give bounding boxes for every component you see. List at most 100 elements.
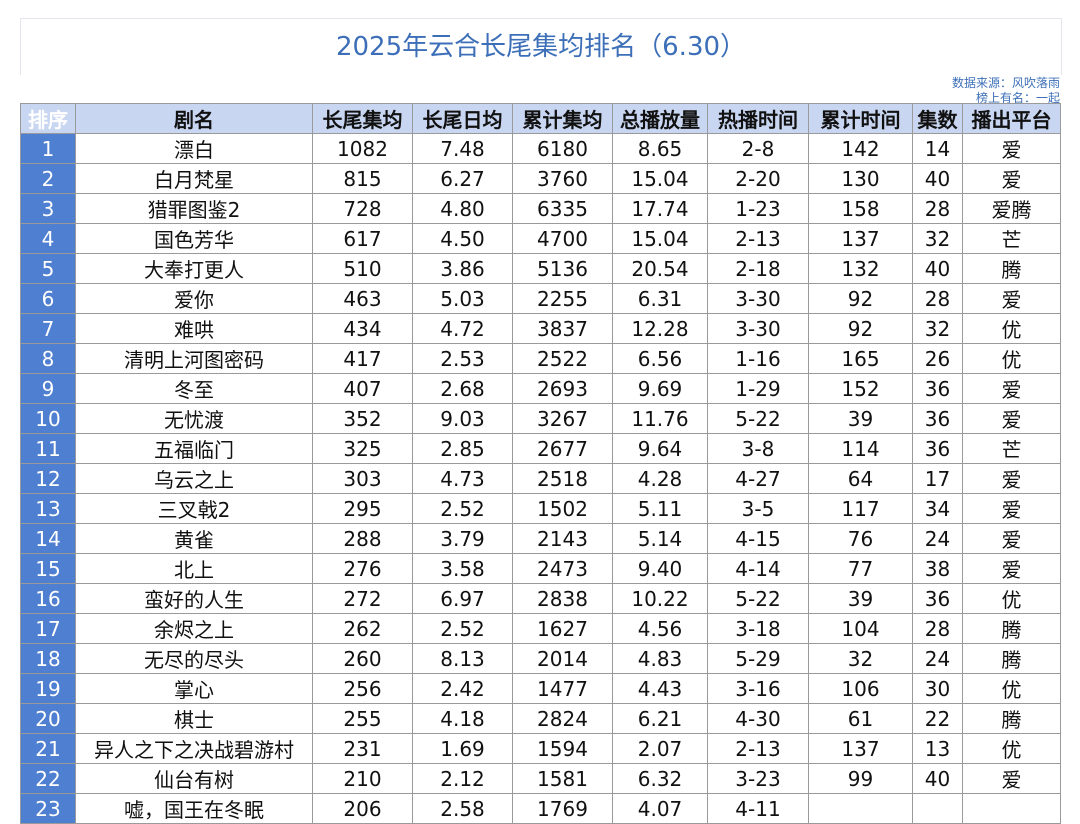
- row: 19 掌心 256 2.42 1477 4.43 3-16 106 30 优: [20, 673, 1061, 704]
- cell: 9.40: [612, 553, 708, 584]
- row: 2 白月梵星 815 6.27 3760 15.04 2-20 130 40 爱: [20, 163, 1061, 194]
- header-cell: 排序: [20, 103, 76, 134]
- cell: 165: [808, 343, 913, 374]
- cell: 嘘，国王在冬眠: [75, 793, 313, 824]
- cell: 5-22: [707, 403, 809, 434]
- cell: 爱腾: [962, 193, 1061, 224]
- cell: 1-29: [707, 373, 809, 404]
- cell: 130: [808, 163, 913, 194]
- cell: 256: [312, 673, 413, 704]
- cell: 3837: [512, 313, 613, 344]
- empty-cell: [962, 793, 1061, 824]
- cell: 4-14: [707, 553, 809, 584]
- cell: 158: [808, 193, 913, 224]
- cell: 2677: [512, 433, 613, 464]
- cell: 3-23: [707, 763, 809, 794]
- cell: 4.56: [612, 613, 708, 644]
- cell: 272: [312, 583, 413, 614]
- row: 15 北上 276 3.58 2473 9.40 4-14 77 38 爱: [20, 553, 1061, 584]
- cell: 3760: [512, 163, 613, 194]
- cell: 2693: [512, 373, 613, 404]
- cell: 难哄: [75, 313, 313, 344]
- cell: 1: [20, 133, 76, 164]
- cell: 爱: [962, 493, 1061, 524]
- cell: 爱: [962, 463, 1061, 494]
- cell: 4-11: [707, 793, 809, 824]
- cell: 14: [20, 523, 76, 554]
- cell: 15: [20, 553, 76, 584]
- cell: 9.69: [612, 373, 708, 404]
- cell: 32: [912, 313, 963, 344]
- cell: 3.86: [412, 253, 513, 284]
- cell: 2.68: [412, 373, 513, 404]
- cell: 28: [912, 283, 963, 314]
- cell: 4700: [512, 223, 613, 254]
- cell: 8: [20, 343, 76, 374]
- cell: 262: [312, 613, 413, 644]
- cell: 2473: [512, 553, 613, 584]
- cell: 2-13: [707, 733, 809, 764]
- cell: 3-16: [707, 673, 809, 704]
- row: 8 清明上河图密码 417 2.53 2522 6.56 1-16 165 26 优: [20, 343, 1061, 374]
- cell: 1502: [512, 493, 613, 524]
- cell: 2: [20, 163, 76, 194]
- cell: 24: [912, 523, 963, 554]
- cell: 爱你: [75, 283, 313, 314]
- cell: 五福临门: [75, 433, 313, 464]
- cell: 92: [808, 313, 913, 344]
- cell: 3-18: [707, 613, 809, 644]
- cell: 5.11: [612, 493, 708, 524]
- cell: 余烬之上: [75, 613, 313, 644]
- cell: 8.65: [612, 133, 708, 164]
- cell: 1769: [512, 793, 613, 824]
- cell: 325: [312, 433, 413, 464]
- cell: 腾: [962, 643, 1061, 674]
- cell: 10.22: [612, 583, 708, 614]
- row: 10 无忧渡 352 9.03 3267 11.76 5-22 39 36 爱: [20, 403, 1061, 434]
- cell: 2.58: [412, 793, 513, 824]
- cell: 棋士: [75, 703, 313, 734]
- cell: 24: [912, 643, 963, 674]
- title: 2025年云合长尾集均排名（6.30）: [20, 18, 1062, 75]
- cell: 冬至: [75, 373, 313, 404]
- cell: 6180: [512, 133, 613, 164]
- cell: 掌心: [75, 673, 313, 704]
- cell: 爱: [962, 163, 1061, 194]
- cell: 288: [312, 523, 413, 554]
- cell: 2.07: [612, 733, 708, 764]
- cell: 三叉戟2: [75, 493, 313, 524]
- cell: 39: [808, 403, 913, 434]
- cell: 爱: [962, 523, 1061, 554]
- cell: 2255: [512, 283, 613, 314]
- cell: 蛮好的人生: [75, 583, 313, 614]
- cell: 腾: [962, 613, 1061, 644]
- cell: 3-5: [707, 493, 809, 524]
- cell: 276: [312, 553, 413, 584]
- cell: 4.43: [612, 673, 708, 704]
- cell: 2-8: [707, 133, 809, 164]
- row: 14 黄雀 288 3.79 2143 5.14 4-15 76 24 爱: [20, 523, 1061, 554]
- source: 数据来源：风吹落雨: [951, 76, 1060, 90]
- row: 7 难哄 434 4.72 3837 12.28 3-30 92 32 优: [20, 313, 1061, 344]
- cell: 11: [20, 433, 76, 464]
- cell: 99: [808, 763, 913, 794]
- cell: 4-30: [707, 703, 809, 734]
- cell: 28: [912, 613, 963, 644]
- cell: 4.80: [412, 193, 513, 224]
- cell: 1581: [512, 763, 613, 794]
- cell: 芒: [962, 433, 1061, 464]
- cell: 137: [808, 223, 913, 254]
- cell: 32: [912, 223, 963, 254]
- cell: 2.85: [412, 433, 513, 464]
- cell: 6.56: [612, 343, 708, 374]
- cell: 32: [808, 643, 913, 674]
- cell: 2.52: [412, 613, 513, 644]
- cell: 4-27: [707, 463, 809, 494]
- cell: 26: [912, 343, 963, 374]
- cell: 303: [312, 463, 413, 494]
- cell: 16: [20, 583, 76, 614]
- cell: 黄雀: [75, 523, 313, 554]
- cell: 仙台有树: [75, 763, 313, 794]
- cell: 36: [912, 373, 963, 404]
- cell: 104: [808, 613, 913, 644]
